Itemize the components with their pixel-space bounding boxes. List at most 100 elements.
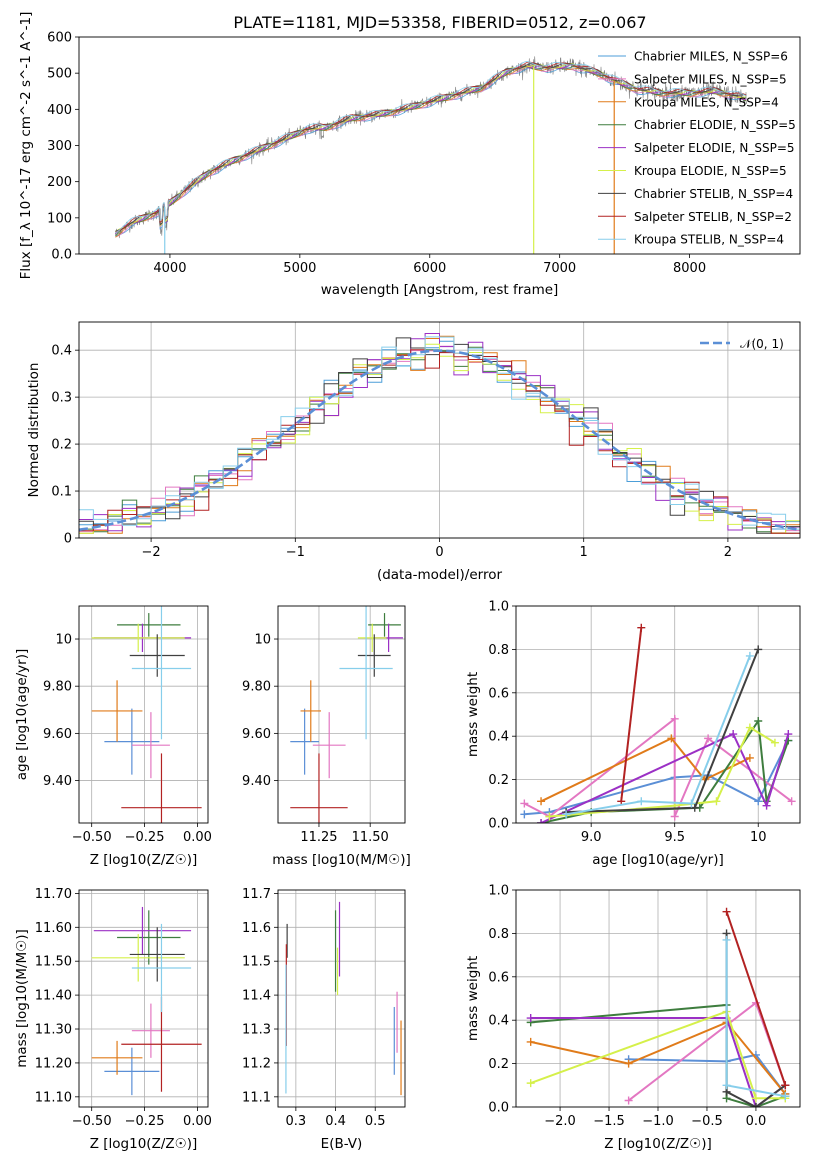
axes-mass-vs-Z: −0.50 −0.25 0.00 11.10 11.20 11.30 11.40 11.50 1… [14,887,212,1152]
axes-frame [277,605,406,824]
legend-label: Kroupa STELIB, N_SSP=4 [634,233,784,247]
errorbar-point [131,923,192,1013]
weight-marker [637,623,646,632]
errorbar-point [91,1040,143,1075]
legend-label: Salpeter MILES, N_SSP=5 [634,72,787,86]
weight-marker [781,1081,790,1090]
y-tick-label: 0.0 [488,1101,509,1116]
weight-marker [704,734,713,743]
x-tick-label: −1.5 [593,1114,625,1129]
legend-label: Salpeter ELODIE, N_SSP=5 [634,141,795,155]
legend-label: Chabrier ELODIE, N_SSP=5 [634,118,796,132]
weight-marker [745,651,754,660]
weight-marker [526,1014,535,1023]
ticks-spectrum: 4000 5000 6000 7000 8000 0.0 100 200 300 400 500 60… [47,31,706,277]
y-tick-label: 1.0 [488,600,509,615]
x-tick-label: 2 [724,545,732,560]
ticks-age-vs-mass: 11.25 11.50 9.40 9.60 9.80 10 [242,633,389,845]
weight-marker [545,812,554,821]
weight-marker [637,797,646,806]
x-tick-label: 0.5 [365,1114,386,1129]
x-axis-label: Z [log10(Z/Z☉)] [90,1136,198,1152]
y-tick-label: 11.1 [242,1090,271,1105]
axes-frame [78,605,209,824]
x-tick-label: 8000 [673,261,706,276]
x-tick-label: 11.25 [300,830,337,845]
errorbar-point [339,606,393,740]
weight-marker [562,810,571,819]
weight-marker [722,935,731,944]
weight-marker [751,1094,760,1103]
errorbar-point [104,708,160,775]
ticks-weight-vs-Z: −2.0 −1.5 −1.0 −0.5 0.0 0.0 0.2 0.4 0.6 0.8 1.0 [488,884,766,1130]
legend-label: Chabrier MILES, N_SSP=6 [634,50,788,64]
axes-frame [78,36,801,255]
x-tick-label: −0.50 [72,1114,112,1129]
weight-marker [722,1081,731,1090]
weight-marker [754,645,763,654]
weight-series-line [725,911,787,1086]
y-tick-label: 0 [64,532,72,547]
weight-marker [670,812,679,821]
axes-mass-vs-ebv: 0.3 0.4 0.5 11.1 11.2 11.3 11.4 11.5 11.6 11.7 E(B… [242,887,406,1152]
x-tick-label: −2.0 [544,1114,576,1129]
weight-marker [722,907,731,916]
x-tick-label: −1 [286,545,305,560]
y-tick-label: 0.2 [488,1057,509,1072]
y-tick-label: 0.2 [488,773,509,788]
axes-age-vs-Z: −0.50 −0.25 0.00 9.40 9.60 9.80 10 Z [log10(Z/Z… [14,605,212,868]
axes-spectrum: 4000 5000 6000 7000 8000 0.0 100 200 300 400 500 60… [18,12,801,298]
errorbar-point [131,712,170,779]
y-tick-label: 0.4 [488,730,509,745]
weight-marker [745,723,754,732]
weight-marker [526,1079,535,1088]
x-axis-label: mass [log10(M/M☉)] [272,852,411,868]
axes-frame [515,605,801,824]
weight-series-line [565,655,751,816]
y-tick-label: 9.40 [242,774,271,789]
x-tick-label: 10 [750,830,767,845]
x-tick-label: 1 [580,545,588,560]
y-tick-label: 600 [47,31,72,46]
axes-frame [78,889,209,1108]
y-axis-label: Normed distribution [26,363,42,498]
y-tick-label: 11.20 [35,1056,72,1071]
weight-marker [712,797,721,806]
weight-series-line [628,1053,787,1095]
y-tick-label: 0.1 [51,485,72,500]
weight-marker [762,801,771,810]
y-tick-label: 0.4 [488,1014,509,1029]
x-tick-label: 9.0 [581,830,602,845]
weight-marker [520,799,529,808]
weight-marker [781,1092,790,1101]
x-tick-label: 0.00 [183,830,212,845]
y-tick-label: 11.70 [35,887,72,902]
weight-marker [520,810,529,819]
axes-weight-vs-Z: −2.0 −1.5 −1.0 −0.5 0.0 0.0 0.2 0.4 0.6 0.8 1.0 Z [… [465,884,801,1152]
x-axis-label: Z [log10(Z/Z☉)] [604,1136,712,1152]
spectrum-model-line [115,67,747,237]
x-tick-label: −2 [142,545,161,560]
errorbar-point [300,680,322,742]
weight-marker [784,730,793,739]
errorbar-point [117,613,181,637]
x-tick-label: 6000 [413,261,446,276]
x-axis-label: (data-model)/error [377,567,503,583]
weight-marker [687,799,696,808]
y-tick-label: 500 [47,67,72,82]
x-tick-label: −0.50 [72,830,112,845]
errorbar-point [368,613,401,637]
y-tick-label: 11.5 [242,955,271,970]
plot-area-mass-vs-Z [91,906,202,1096]
errorbar-point [290,708,319,775]
weight-marker [537,797,546,806]
y-tick-label: 0.6 [488,970,509,985]
y-tick-label: 11.10 [35,1090,72,1105]
x-tick-label: 7000 [543,261,576,276]
figure-title: PLATE=1181, MJD=53358, FIBERID=0512, z=0… [233,13,646,32]
weight-marker [537,819,546,823]
y-axis-label: mass [log10(M/M☉)] [14,929,30,1068]
y-tick-label: 0.0 [51,248,72,263]
y-axis-label: mass weight [465,956,481,1041]
